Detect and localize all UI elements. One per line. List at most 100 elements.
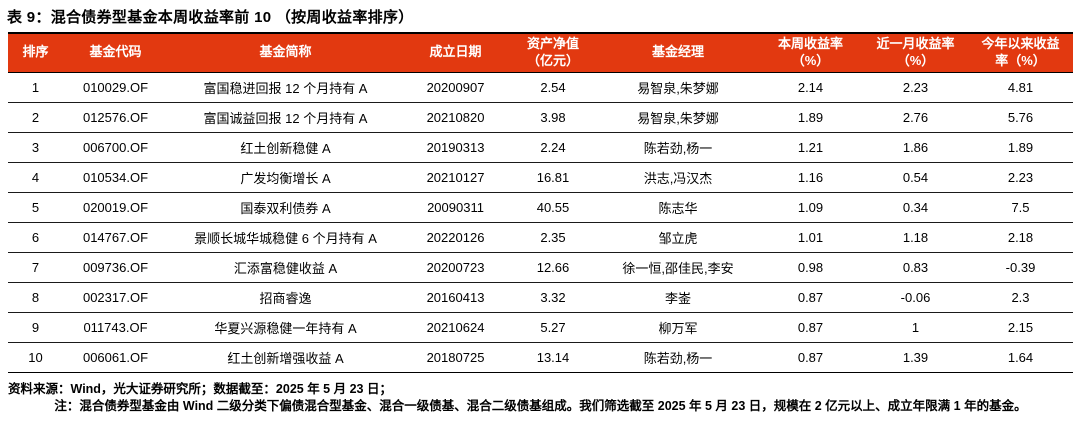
cell-week-return: 0.98 [758, 252, 863, 283]
cell-rank: 4 [8, 162, 63, 193]
cell-month-return: 2.23 [863, 72, 968, 103]
cell-manager: 陈若劲,杨一 [598, 342, 758, 373]
cell-week-return: 1.89 [758, 102, 863, 133]
cell-inception-date: 20190313 [403, 132, 508, 163]
cell-fund-code: 009736.OF [63, 252, 168, 283]
cell-ytd-return: 2.23 [968, 162, 1073, 193]
cell-manager: 邹立虎 [598, 222, 758, 253]
cell-rank: 5 [8, 192, 63, 223]
cell-ytd-return: 4.81 [968, 72, 1073, 103]
cell-manager: 李崟 [598, 282, 758, 313]
cell-fund-code: 014767.OF [63, 222, 168, 253]
cell-month-return: 1 [863, 312, 968, 343]
cell-month-return: -0.06 [863, 282, 968, 313]
cell-manager: 徐一恒,邵佳民,李安 [598, 252, 758, 283]
cell-net-assets: 5.27 [508, 312, 598, 343]
cell-fund-code: 020019.OF [63, 192, 168, 223]
cell-fund-name: 红土创新增强收益 A [168, 342, 403, 373]
cell-inception-date: 20210624 [403, 312, 508, 343]
cell-inception-date: 20200723 [403, 252, 508, 283]
cell-ytd-return: 2.3 [968, 282, 1073, 313]
cell-fund-code: 010029.OF [63, 72, 168, 103]
cell-rank: 1 [8, 72, 63, 103]
table-title: 表 9：混合债券型基金本周收益率前 10 （按周收益率排序） [7, 9, 414, 26]
cell-fund-code: 002317.OF [63, 282, 168, 313]
column-header-week: 本周收益率 （%） [758, 31, 863, 73]
cell-net-assets: 2.24 [508, 132, 598, 163]
table-row: 5 020019.OF 国泰双利债券 A 20090311 40.55 陈志华 … [8, 192, 1073, 223]
cell-week-return: 0.87 [758, 282, 863, 313]
column-header-nav: 资产净值 （亿元） [508, 31, 598, 73]
column-header-name: 基金简称 [168, 31, 403, 73]
table-row: 9 011743.OF 华夏兴源稳健一年持有 A 20210624 5.27 柳… [8, 312, 1073, 343]
cell-inception-date: 20220126 [403, 222, 508, 253]
cell-ytd-return: 1.89 [968, 132, 1073, 163]
cell-fund-name: 富国诚益回报 12 个月持有 A [168, 102, 403, 133]
cell-fund-name: 广发均衡增长 A [168, 162, 403, 193]
table-footer: 资料来源：Wind，光大证券研究所；数据截至：2025 年 5 月 23 日； … [8, 375, 1073, 415]
cell-week-return: 1.01 [758, 222, 863, 253]
cell-week-return: 1.09 [758, 192, 863, 223]
table-row: 6 014767.OF 景顺长城华城稳健 6 个月持有 A 20220126 2… [8, 222, 1073, 253]
cell-manager: 陈志华 [598, 192, 758, 223]
table-row: 3 006700.OF 红土创新稳健 A 20190313 2.24 陈若劲,杨… [8, 132, 1073, 163]
cell-month-return: 1.18 [863, 222, 968, 253]
cell-rank: 9 [8, 312, 63, 343]
cell-week-return: 0.87 [758, 342, 863, 373]
table-row: 8 002317.OF 招商睿逸 20160413 3.32 李崟 0.87 -… [8, 282, 1073, 313]
cell-manager: 易智泉,朱梦娜 [598, 72, 758, 103]
cell-inception-date: 20160413 [403, 282, 508, 313]
table-row: 4 010534.OF 广发均衡增长 A 20210127 16.81 洪志,冯… [8, 162, 1073, 193]
cell-manager: 洪志,冯汉杰 [598, 162, 758, 193]
table-header-row: 排序 基金代码 基金简称 成立日期 资产净值 （亿元） 基金经理 本周收益率 （… [8, 31, 1073, 73]
cell-fund-name: 国泰双利债券 A [168, 192, 403, 223]
cell-inception-date: 20180725 [403, 342, 508, 373]
cell-inception-date: 20200907 [403, 72, 508, 103]
cell-inception-date: 20210820 [403, 102, 508, 133]
cell-net-assets: 3.32 [508, 282, 598, 313]
cell-fund-name: 汇添富稳健收益 A [168, 252, 403, 283]
cell-week-return: 2.14 [758, 72, 863, 103]
cell-net-assets: 12.66 [508, 252, 598, 283]
fund-rank-table: 排序 基金代码 基金简称 成立日期 资产净值 （亿元） 基金经理 本周收益率 （… [8, 31, 1073, 373]
cell-net-assets: 3.98 [508, 102, 598, 133]
table-row: 7 009736.OF 汇添富稳健收益 A 20200723 12.66 徐一恒… [8, 252, 1073, 283]
cell-rank: 7 [8, 252, 63, 283]
cell-net-assets: 16.81 [508, 162, 598, 193]
footnote: 注：混合债券型基金由 Wind 二级分类下偏债混合型基金、混合一级债基、混合二级… [54, 398, 1027, 413]
column-header-month: 近一月收益率 （%） [863, 31, 968, 73]
cell-rank: 10 [8, 342, 63, 373]
cell-net-assets: 2.54 [508, 72, 598, 103]
table-row: 2 012576.OF 富国诚益回报 12 个月持有 A 20210820 3.… [8, 102, 1073, 133]
cell-fund-name: 招商睿逸 [168, 282, 403, 313]
cell-fund-name: 华夏兴源稳健一年持有 A [168, 312, 403, 343]
cell-fund-code: 012576.OF [63, 102, 168, 133]
cell-rank: 3 [8, 132, 63, 163]
cell-rank: 6 [8, 222, 63, 253]
cell-month-return: 0.34 [863, 192, 968, 223]
cell-month-return: 0.54 [863, 162, 968, 193]
column-header-code: 基金代码 [63, 31, 168, 73]
cell-rank: 2 [8, 102, 63, 133]
cell-ytd-return: -0.39 [968, 252, 1073, 283]
cell-week-return: 0.87 [758, 312, 863, 343]
cell-month-return: 1.39 [863, 342, 968, 373]
cell-week-return: 1.16 [758, 162, 863, 193]
cell-net-assets: 40.55 [508, 192, 598, 223]
cell-inception-date: 20210127 [403, 162, 508, 193]
cell-manager: 陈若劲,杨一 [598, 132, 758, 163]
cell-ytd-return: 5.76 [968, 102, 1073, 133]
column-header-ytd: 今年以来收益 率（%） [968, 31, 1073, 73]
cell-ytd-return: 7.5 [968, 192, 1073, 223]
cell-rank: 8 [8, 282, 63, 313]
cell-manager: 易智泉,朱梦娜 [598, 102, 758, 133]
cell-fund-name: 景顺长城华城稳健 6 个月持有 A [168, 222, 403, 253]
cell-fund-name: 富国稳进回报 12 个月持有 A [168, 72, 403, 103]
cell-manager: 柳万军 [598, 312, 758, 343]
cell-fund-code: 006061.OF [63, 342, 168, 373]
cell-fund-code: 011743.OF [63, 312, 168, 343]
column-header-rank: 排序 [8, 31, 63, 73]
cell-ytd-return: 2.18 [968, 222, 1073, 253]
cell-fund-code: 006700.OF [63, 132, 168, 163]
